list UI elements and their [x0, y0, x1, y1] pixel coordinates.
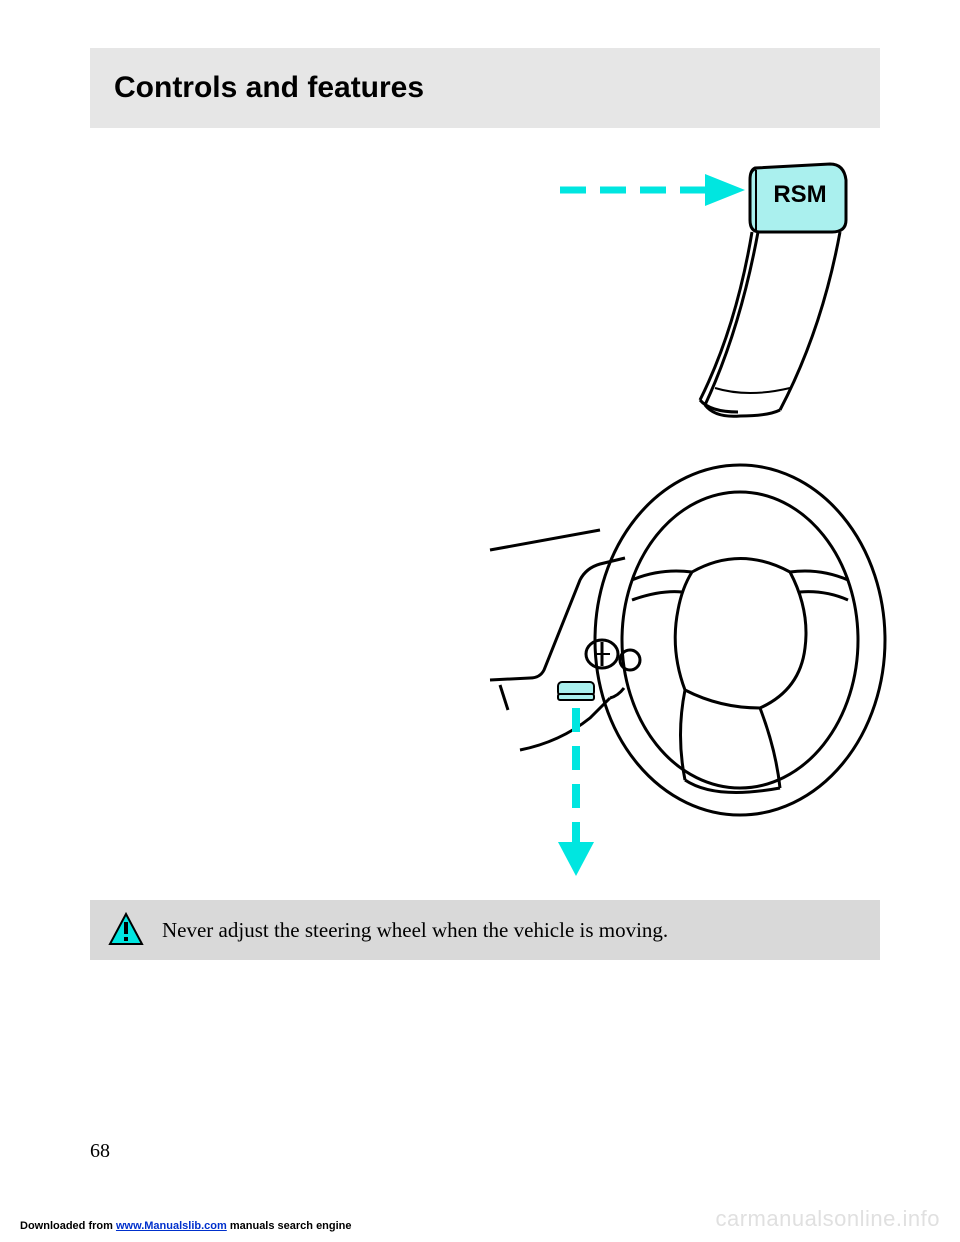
page: Controls and features RSM [0, 0, 960, 1242]
arrow-right-icon [560, 174, 745, 206]
footer-suffix: manuals search engine [227, 1220, 352, 1232]
steering-wheel-icon [490, 465, 885, 815]
page-number: 68 [90, 1140, 110, 1163]
arrow-down-icon [558, 708, 594, 876]
footer-link[interactable]: www.Manualslib.com [116, 1220, 227, 1232]
figure-rsm-stalk: RSM [500, 150, 880, 420]
tilt-lever-icon [558, 682, 594, 700]
footer-watermark: carmanualsonline.info [715, 1206, 940, 1232]
rsm-button: RSM [750, 164, 846, 232]
warning-text: Never adjust the steering wheel when the… [162, 918, 668, 943]
warning-icon [108, 912, 144, 948]
page-title: Controls and features [114, 71, 424, 105]
figure-steering-wheel [460, 450, 890, 880]
footer-prefix: Downloaded from [20, 1220, 116, 1232]
warning-box: Never adjust the steering wheel when the… [90, 900, 880, 960]
stalk-body-icon [700, 232, 840, 416]
rsm-label: RSM [773, 181, 826, 208]
footer-left: Downloaded from www.Manualslib.com manua… [20, 1220, 352, 1232]
header-band: Controls and features [90, 48, 880, 128]
